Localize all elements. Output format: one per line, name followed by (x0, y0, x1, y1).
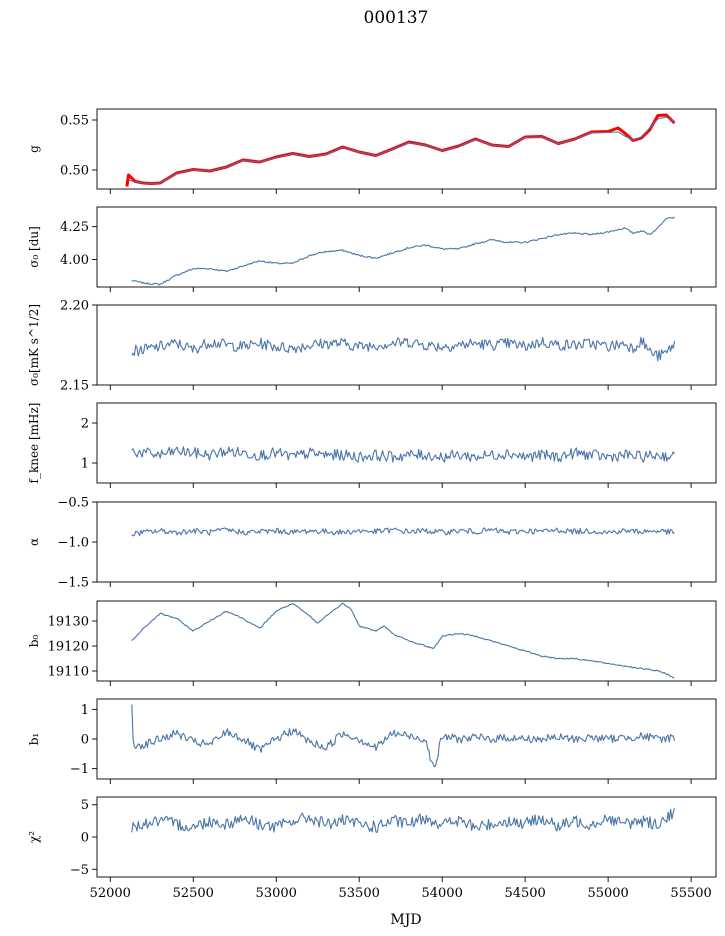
y-axis-label-b1: b₁ (27, 733, 41, 746)
x-tick-label: 55500 (670, 886, 711, 901)
x-tick-label: 53000 (256, 886, 297, 901)
y-axis-label-b0: b₀ (27, 635, 41, 648)
y-axis-label-chi2: χ² (27, 831, 41, 843)
axes-frame (96, 796, 717, 878)
axes-frame (96, 402, 717, 484)
x-axis-label: MJD (390, 912, 421, 928)
y-axis-label-g: g (27, 145, 41, 153)
y-tick-label: 19130 (48, 615, 89, 630)
panels: 0.50 0.55 g 4.00 4.25 σ₀ [du] 2.15 2.20 σ₀[mK s^… (27, 108, 717, 901)
panel-chi2: −5 0 5 52000 52500 53000 53500 54000 54500 55000 5… (27, 796, 717, 901)
series-line-g-model (128, 116, 675, 185)
y-tick-label: 4.25 (60, 220, 89, 235)
x-tick-label: 55000 (587, 886, 628, 901)
y-axis-label-sigma0_du: σ₀ [du] (27, 226, 41, 268)
y-tick-label: 19110 (48, 665, 89, 680)
figure-title: 000137 (364, 8, 429, 28)
series-line-chi2-line (131, 808, 676, 833)
axes-frame (96, 698, 717, 780)
y-tick-label: 1 (81, 703, 89, 718)
x-tick-label: 52000 (90, 886, 131, 901)
axes-frame (96, 501, 717, 583)
series-line-g-fit (125, 113, 676, 187)
y-tick-label: 2.20 (60, 299, 89, 314)
series-line-fknee-line (131, 446, 675, 463)
series-line-sigma0_du-line (131, 216, 675, 286)
panel-g: 0.50 0.55 g (27, 108, 717, 194)
series-line-alpha-line (131, 527, 675, 537)
panel-b0: 19110 19120 19130 b₀ (27, 600, 717, 686)
x-tick-label: 54000 (421, 886, 462, 901)
x-tick-label: 54500 (504, 886, 545, 901)
y-tick-label: 0 (81, 733, 89, 748)
y-tick-label: 4.00 (60, 253, 89, 268)
panel-fknee: 1 2 f_knee [mHz] (27, 402, 717, 488)
y-tick-label: 5 (81, 798, 89, 813)
series-line-sigma0_mk-line (131, 336, 676, 362)
y-tick-label: −1 (70, 762, 89, 777)
series-line-b0-line (131, 602, 675, 679)
y-tick-label: 0.55 (60, 114, 89, 129)
axes-frame (96, 206, 717, 288)
y-axis-label-alpha: α (27, 538, 41, 546)
panel-sigma0_du: 4.00 4.25 σ₀ [du] (27, 206, 717, 292)
y-tick-label: 0.50 (60, 164, 89, 179)
y-tick-label: 19120 (48, 640, 89, 655)
x-tick-label: 53500 (339, 886, 380, 901)
series-line-b1-line (131, 704, 676, 768)
y-axis-label-fknee: f_knee [mHz] (27, 403, 41, 484)
y-tick-label: −5 (70, 863, 89, 878)
y-tick-label: 2.15 (60, 379, 89, 394)
panel-b1: −1 0 1 b₁ (27, 698, 717, 784)
x-tick-label: 52500 (173, 886, 214, 901)
panel-alpha: −1.5 −1.0 −0.5 α (27, 496, 717, 591)
panel-sigma0_mk: 2.15 2.20 σ₀[mK s^1/2] (27, 299, 717, 394)
axes-frame (96, 108, 717, 190)
axes-frame (96, 600, 717, 682)
y-tick-label: −0.5 (57, 496, 89, 511)
y-tick-label: −1.0 (57, 536, 89, 551)
y-tick-label: 2 (81, 417, 89, 432)
y-tick-label: 1 (81, 457, 89, 472)
y-axis-label-sigma0_mk: σ₀[mK s^1/2] (27, 304, 41, 386)
axes-frame (96, 304, 717, 386)
y-tick-label: 0 (81, 831, 89, 846)
y-tick-label: −1.5 (57, 576, 89, 591)
